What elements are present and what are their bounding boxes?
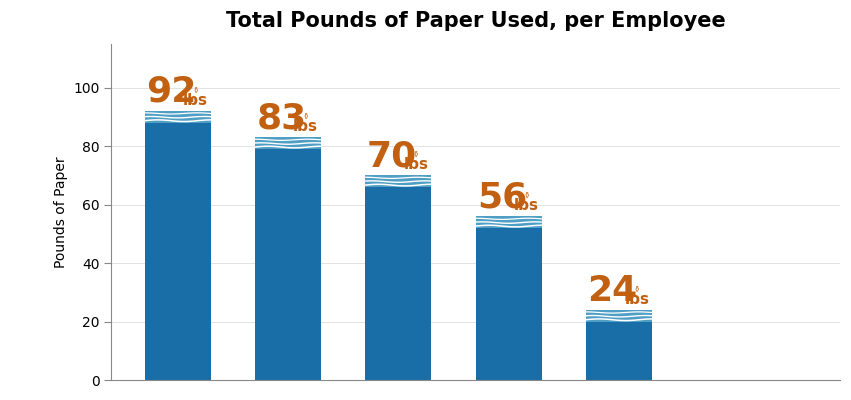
Text: ⚱: ⚱ <box>192 86 198 95</box>
Bar <box>476 216 542 228</box>
Text: 92: 92 <box>146 75 197 109</box>
Bar <box>145 111 211 123</box>
Bar <box>476 216 542 380</box>
Text: lbs: lbs <box>183 92 208 108</box>
Title: Total Pounds of Paper Used, per Employee: Total Pounds of Paper Used, per Employee <box>226 11 726 31</box>
Text: 70: 70 <box>367 139 417 173</box>
Text: lbs: lbs <box>293 119 318 134</box>
Bar <box>586 310 652 380</box>
Text: 24: 24 <box>587 274 637 308</box>
Bar <box>586 310 652 322</box>
Text: ⚱: ⚱ <box>413 150 420 159</box>
Text: lbs: lbs <box>403 157 429 172</box>
Text: 83: 83 <box>256 101 306 135</box>
Text: ⚱: ⚱ <box>523 191 529 200</box>
Text: 56: 56 <box>477 180 528 214</box>
Bar <box>255 138 321 149</box>
Bar <box>365 176 431 187</box>
Text: ⚱: ⚱ <box>302 112 309 121</box>
Bar <box>365 176 431 380</box>
Y-axis label: Pounds of Paper: Pounds of Paper <box>54 156 68 268</box>
Text: lbs: lbs <box>514 198 539 213</box>
Bar <box>145 111 211 380</box>
Bar <box>255 138 321 380</box>
Text: lbs: lbs <box>625 292 649 307</box>
Text: ⚱: ⚱ <box>634 285 640 294</box>
